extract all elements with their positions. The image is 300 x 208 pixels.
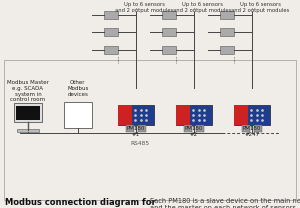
Bar (104, 28, 118, 36)
Text: Modbus connection diagram for
the PM180 6-channel temperature
measurement system: Modbus connection diagram for the PM180 … (5, 198, 168, 208)
Text: Up to 6 sensors
and 2 output modules: Up to 6 sensors and 2 output modules (231, 2, 289, 13)
Bar (162, 11, 176, 19)
Bar (234, 105, 248, 125)
Bar (220, 11, 234, 19)
Text: PM180
#247: PM180 #247 (243, 126, 261, 137)
Bar (14, 103, 42, 122)
Bar (64, 102, 92, 128)
Bar (17, 129, 39, 132)
Bar (184, 125, 192, 132)
Bar (16, 106, 40, 120)
Text: Other
Modbus
devices: Other Modbus devices (67, 80, 89, 97)
Bar (118, 105, 132, 125)
Bar (220, 28, 234, 36)
Bar (4, 60, 296, 200)
Bar (118, 105, 154, 125)
Bar (176, 105, 190, 125)
Text: Modbus Master
e.g. SCADA
system in
control room: Modbus Master e.g. SCADA system in contr… (7, 80, 49, 102)
Bar (176, 105, 212, 125)
Bar (254, 125, 262, 132)
Bar (162, 28, 176, 36)
Text: PM180
#2: PM180 #2 (185, 126, 203, 137)
Bar (104, 11, 118, 19)
Bar (196, 125, 204, 132)
Text: Up to 6 sensors
and 2 output modules: Up to 6 sensors and 2 output modules (173, 2, 231, 13)
Bar (234, 105, 270, 125)
Bar (104, 46, 118, 54)
Bar (242, 125, 250, 132)
Text: Up to 6 sensors
and 2 output modules: Up to 6 sensors and 2 output modules (115, 2, 173, 13)
Text: Each PM180 is a slave device on the main network
and the master on each network : Each PM180 is a slave device on the main… (150, 198, 300, 208)
Bar (220, 46, 234, 54)
Text: RS485: RS485 (130, 141, 150, 146)
Bar (162, 46, 176, 54)
Bar (126, 125, 134, 132)
Bar (138, 125, 146, 132)
Text: PM180
#1: PM180 #1 (127, 126, 145, 137)
